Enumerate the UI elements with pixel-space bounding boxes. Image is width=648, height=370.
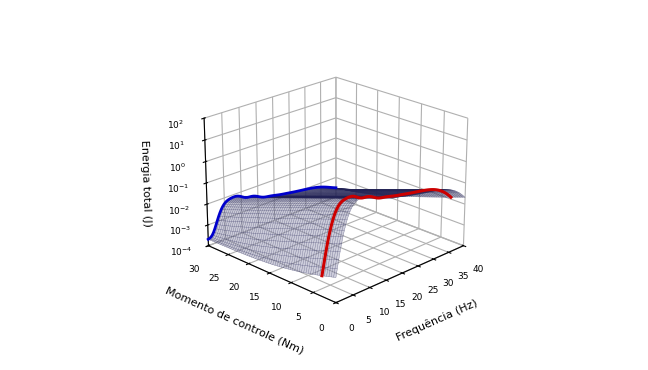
Y-axis label: Momento de controle (Nm): Momento de controle (Nm): [165, 285, 306, 355]
X-axis label: Frequência (Hz): Frequência (Hz): [395, 297, 479, 343]
